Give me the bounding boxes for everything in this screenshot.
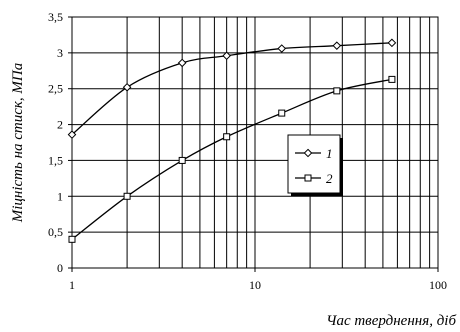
data-point <box>223 133 231 141</box>
x-axis-title: Час тверднення, діб <box>326 313 456 329</box>
y-axis-ticks: 0 0,5 1 1,5 2 2,5 3 3,5 <box>48 10 72 275</box>
x-tick-label: 1 <box>69 278 75 292</box>
y-tick-label: 2 <box>57 118 63 132</box>
series-1 <box>67 38 397 139</box>
y-tick-label: 3 <box>57 46 63 60</box>
data-point <box>68 235 76 243</box>
legend-label: 2 <box>326 171 333 186</box>
grid <box>72 17 438 268</box>
x-tick-label: 10 <box>249 278 261 292</box>
data-point <box>122 82 132 92</box>
legend: 12 <box>287 134 343 196</box>
y-tick-label: 3,5 <box>48 10 63 24</box>
data-point <box>222 51 231 61</box>
x-tick-label: 100 <box>429 278 447 292</box>
legend-items: 12 <box>295 146 333 186</box>
y-tick-label: 1 <box>57 189 63 203</box>
data-point <box>387 38 397 48</box>
series-2 <box>68 75 396 243</box>
data-point <box>333 87 341 95</box>
y-tick-label: 0 <box>57 261 63 275</box>
data-point <box>332 41 342 50</box>
series-layer <box>67 38 397 243</box>
series-line <box>71 78 393 240</box>
data-point <box>278 109 286 117</box>
legend-box <box>287 134 341 194</box>
legend-label: 1 <box>326 146 333 161</box>
y-axis-title: Міцність на стиск, МПа <box>10 63 26 224</box>
y-tick-label: 1,5 <box>48 153 63 167</box>
data-point <box>388 75 396 83</box>
legend-item: 1 <box>295 146 333 161</box>
legend-marker <box>303 148 313 158</box>
data-point <box>123 192 131 200</box>
legend-marker <box>304 174 312 182</box>
y-tick-label: 0,5 <box>48 225 63 239</box>
y-tick-label: 2,5 <box>48 82 63 96</box>
data-point <box>178 156 186 164</box>
legend-item: 2 <box>295 171 333 186</box>
x-axis-ticks: 1 10 100 <box>69 268 447 292</box>
data-point <box>67 130 77 139</box>
data-point <box>177 58 187 68</box>
data-point <box>277 44 287 53</box>
